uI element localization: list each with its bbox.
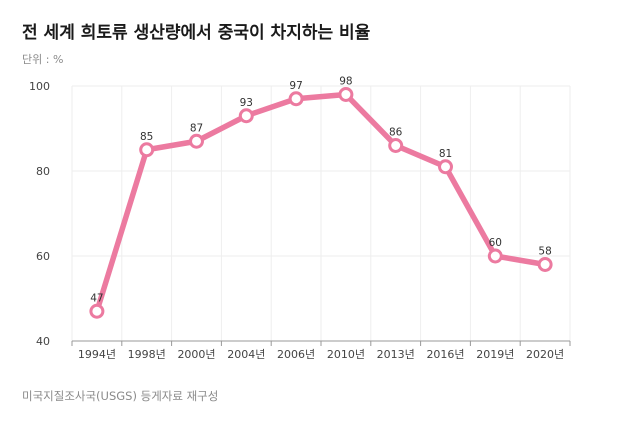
y-tick-label: 40 bbox=[36, 335, 50, 348]
y-axis: 40 60 80 100 bbox=[29, 80, 50, 348]
data-point bbox=[139, 142, 155, 158]
data-point bbox=[189, 133, 204, 149]
y-tick-label: 100 bbox=[29, 80, 50, 93]
data-point bbox=[89, 303, 105, 319]
data-point bbox=[438, 159, 453, 175]
data-series bbox=[89, 87, 553, 319]
data-point bbox=[537, 257, 553, 272]
data-point bbox=[288, 91, 304, 107]
x-tick-label: 2004년 bbox=[227, 348, 265, 361]
source-note: 미국지질조사국(USGS) 등게자료 재구성 bbox=[22, 389, 219, 403]
data-label: 47 bbox=[90, 292, 103, 304]
x-tick-label: 2016년 bbox=[426, 348, 464, 361]
data-label: 85 bbox=[140, 131, 153, 143]
grid-lines bbox=[71, 85, 571, 341]
x-tick-label: 2020년 bbox=[526, 348, 564, 361]
data-point bbox=[238, 108, 254, 124]
x-tick-label: 2010년 bbox=[327, 348, 365, 361]
unit-label: 단위 : % bbox=[22, 53, 64, 66]
chart-title: 전 세계 희토류 생산량에서 중국이 차지하는 비율 bbox=[22, 23, 371, 43]
x-tick-label: 1998년 bbox=[128, 348, 166, 361]
data-point bbox=[487, 248, 503, 264]
data-label: 93 bbox=[240, 97, 253, 109]
data-label: 98 bbox=[339, 76, 352, 88]
data-label: 60 bbox=[489, 237, 502, 249]
data-label: 86 bbox=[389, 127, 403, 139]
x-tick-label: 2019년 bbox=[476, 348, 514, 361]
series-line bbox=[94, 91, 548, 314]
data-label: 97 bbox=[289, 80, 302, 92]
data-label: 58 bbox=[538, 246, 551, 258]
x-tick-label: 2013년 bbox=[377, 348, 415, 361]
x-tick-label: 2000년 bbox=[177, 348, 215, 361]
data-labels: 47 85 87 93 97 98 86 81 60 58 bbox=[90, 76, 552, 305]
data-point bbox=[388, 138, 404, 153]
data-point bbox=[338, 87, 354, 102]
y-tick-label: 80 bbox=[36, 165, 50, 178]
x-tick-label: 2006년 bbox=[277, 348, 315, 361]
x-tick-label: 1994년 bbox=[78, 348, 116, 361]
data-label: 87 bbox=[190, 122, 203, 134]
data-label: 81 bbox=[439, 148, 452, 160]
y-tick-label: 60 bbox=[36, 250, 50, 263]
x-axis: 1994년 1998년 2000년 2004년 2006년 2010년 2013년 2016년… bbox=[71, 340, 571, 361]
